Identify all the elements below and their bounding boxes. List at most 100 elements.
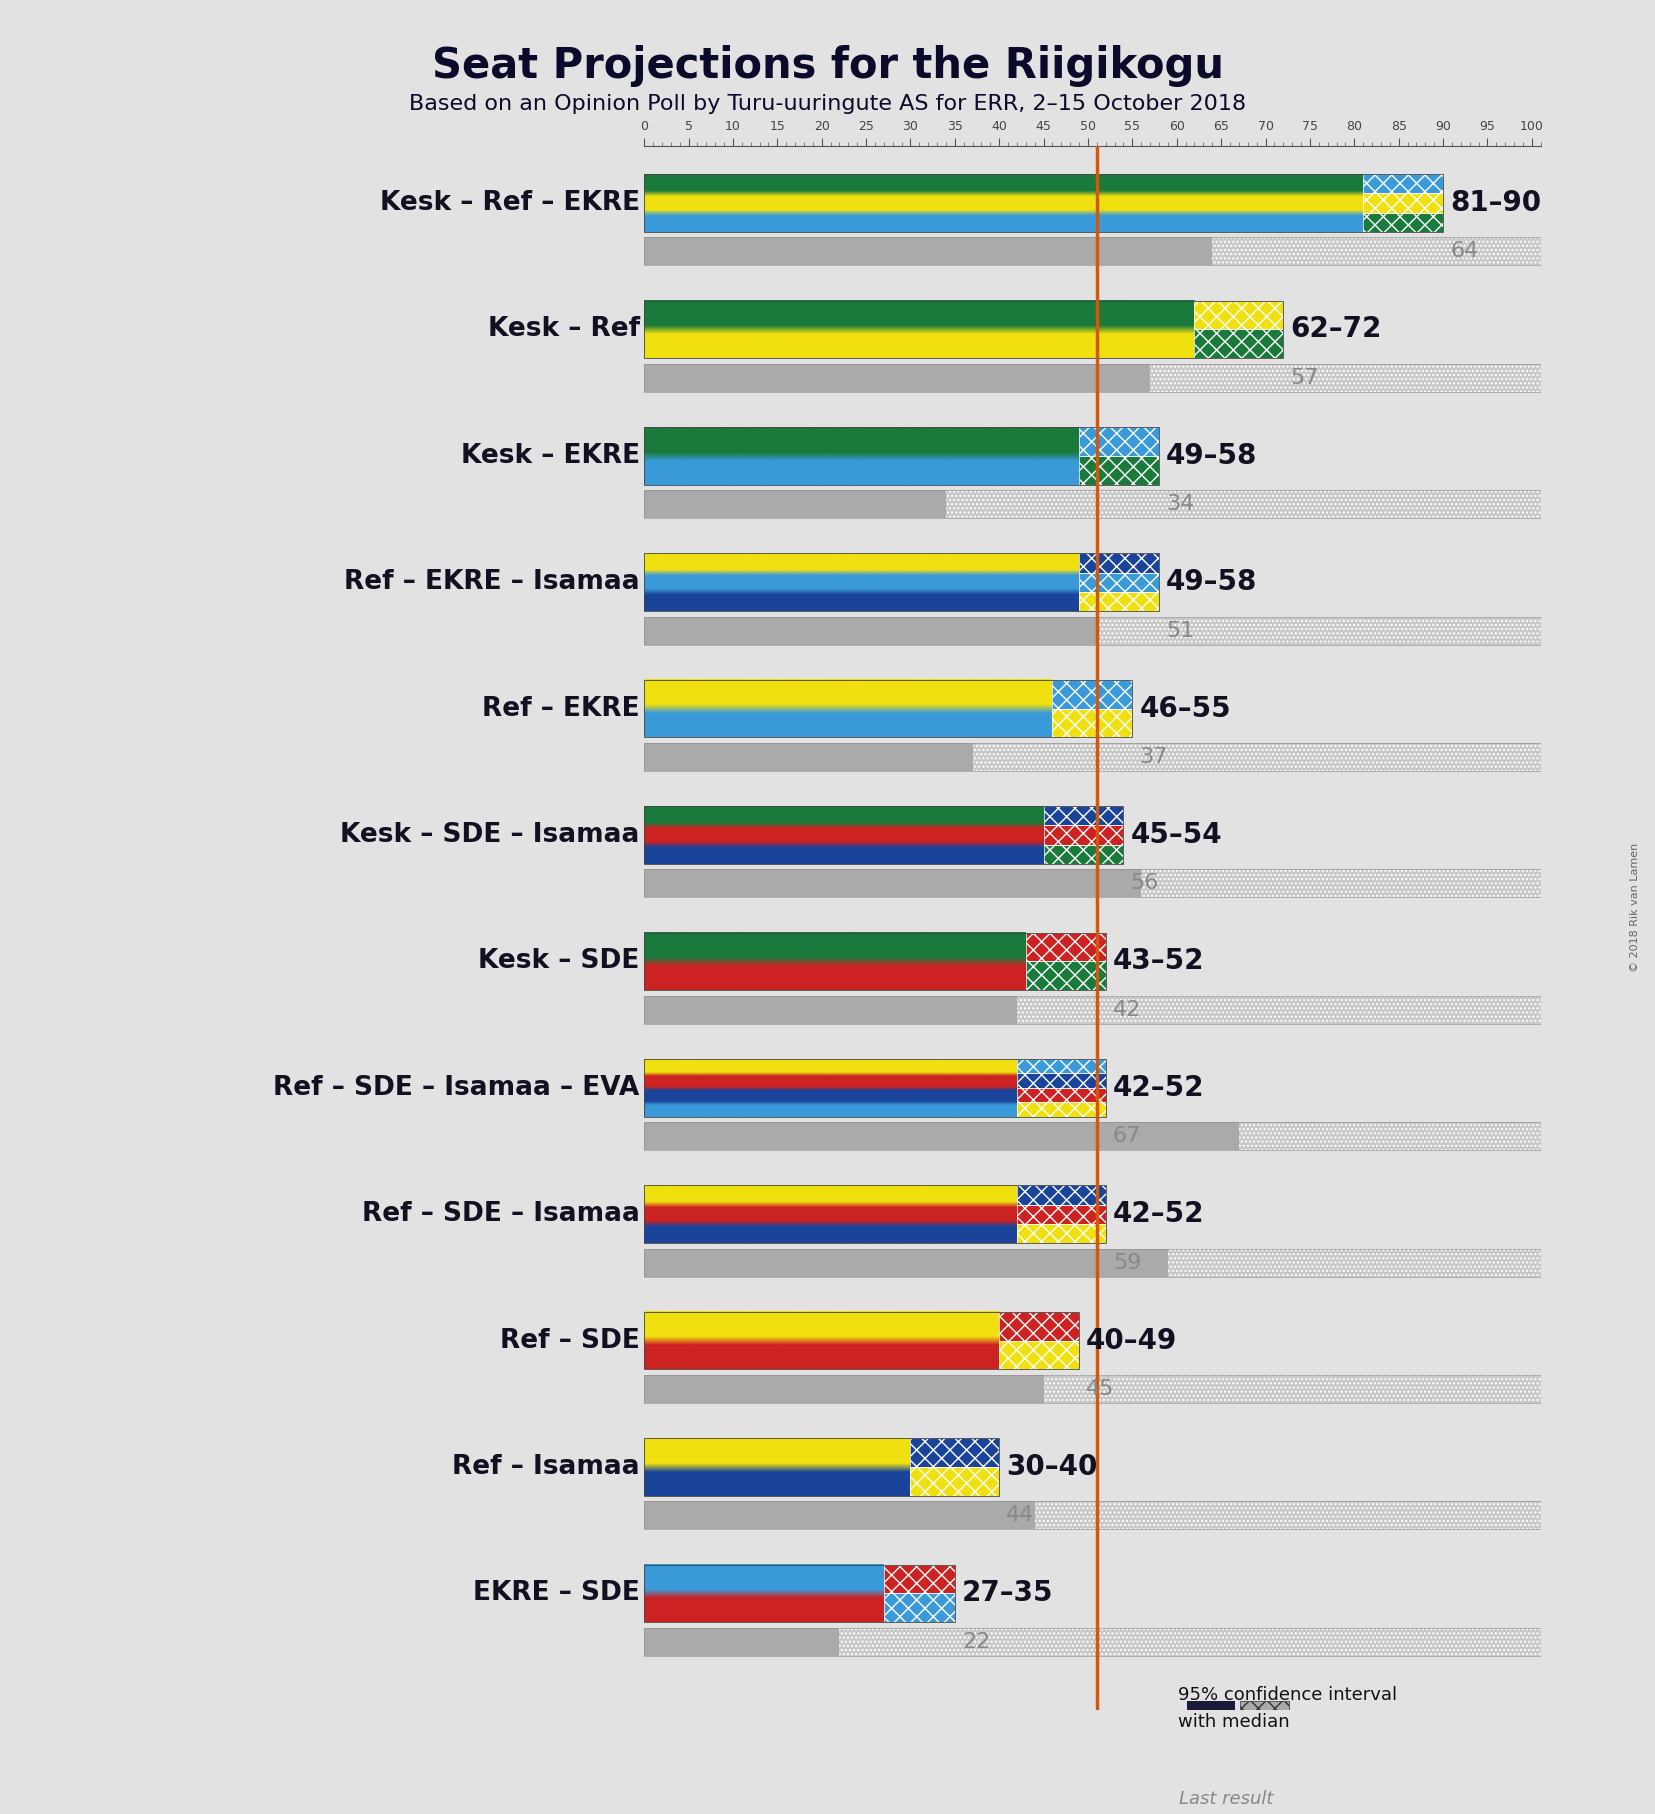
Text: 43–52: 43–52 (1112, 947, 1205, 976)
Bar (1016, 1088, 1106, 1103)
Bar (644, 1627, 839, 1656)
Bar (644, 1059, 1106, 1117)
Bar (644, 1375, 1541, 1402)
Text: 42–52: 42–52 (1112, 1074, 1205, 1101)
Bar (910, 1439, 1000, 1468)
Bar (644, 1248, 1168, 1277)
Text: 62–72: 62–72 (1291, 316, 1382, 343)
Bar (1079, 455, 1158, 484)
Bar (1044, 805, 1124, 825)
Bar (644, 869, 1541, 898)
Text: 56: 56 (1130, 873, 1158, 892)
Bar (644, 490, 1541, 519)
Bar (644, 1185, 1106, 1243)
Bar (644, 1123, 1541, 1150)
Bar (1079, 426, 1158, 455)
Bar (644, 1502, 1541, 1529)
Bar (644, 238, 1541, 265)
Bar (644, 1248, 1541, 1277)
Bar (644, 617, 1541, 644)
Bar (644, 805, 1124, 863)
Bar (1016, 1185, 1106, 1204)
Bar (644, 744, 973, 771)
Bar (1364, 194, 1443, 212)
Bar (1079, 591, 1158, 611)
Bar (910, 1439, 1000, 1468)
Text: 27–35: 27–35 (962, 1580, 1054, 1607)
Bar (1364, 212, 1443, 232)
Bar (1026, 932, 1106, 961)
Bar (1016, 1204, 1106, 1224)
Text: Kesk – Ref – EKRE: Kesk – Ref – EKRE (379, 190, 640, 216)
Text: 45: 45 (1086, 1379, 1114, 1399)
Bar (1016, 1185, 1106, 1204)
Bar (1195, 330, 1283, 359)
Text: 67: 67 (1112, 1126, 1140, 1146)
Text: 81–90: 81–90 (1450, 189, 1541, 218)
Bar (644, 869, 1541, 898)
Bar (644, 365, 1541, 392)
Bar (644, 996, 1541, 1023)
Bar (1195, 301, 1283, 330)
Bar (1016, 1103, 1106, 1117)
Bar (1079, 573, 1158, 591)
Bar (1053, 709, 1132, 738)
Bar (644, 1123, 1541, 1150)
Bar (1016, 1059, 1106, 1074)
Bar (1044, 805, 1124, 825)
Bar (884, 1565, 955, 1593)
Bar (1026, 932, 1106, 961)
Bar (644, 1123, 1240, 1150)
Bar (644, 1627, 1541, 1656)
Bar (1044, 845, 1124, 863)
Bar (644, 744, 1541, 771)
Bar (1079, 426, 1158, 455)
Text: Kesk – SDE – Isamaa: Kesk – SDE – Isamaa (341, 822, 640, 849)
Text: 40–49: 40–49 (1086, 1326, 1177, 1355)
Text: 22: 22 (962, 1633, 990, 1653)
Text: 45–54: 45–54 (1130, 822, 1221, 849)
Bar (644, 301, 1283, 359)
Bar (644, 238, 1211, 265)
Bar (644, 174, 1443, 232)
Bar (644, 238, 1541, 265)
Text: 42–52: 42–52 (1112, 1201, 1205, 1228)
Text: 44: 44 (1006, 1506, 1034, 1526)
Text: Last result: Last result (1180, 1789, 1274, 1807)
Bar (1053, 680, 1132, 709)
Bar (644, 1627, 1541, 1656)
Bar (644, 617, 1097, 644)
Bar (1016, 1059, 1106, 1074)
Bar (644, 490, 947, 519)
Bar (1016, 1103, 1106, 1117)
Bar (884, 1565, 955, 1593)
Bar (1364, 174, 1443, 194)
Text: Seat Projections for the Riigikogu: Seat Projections for the Riigikogu (432, 45, 1223, 87)
Text: Ref – SDE: Ref – SDE (500, 1328, 640, 1353)
Bar (644, 553, 1158, 611)
Bar (644, 996, 1016, 1023)
Bar (644, 932, 1106, 990)
Bar (1026, 961, 1106, 990)
Text: 51: 51 (1167, 620, 1195, 640)
Bar (1044, 845, 1124, 863)
Bar (644, 1502, 1541, 1529)
Bar (1016, 1224, 1106, 1243)
Bar (1044, 825, 1124, 845)
Bar (910, 1468, 1000, 1497)
Bar (644, 996, 1541, 1023)
Bar (1016, 1074, 1106, 1088)
Text: 59: 59 (1112, 1252, 1142, 1273)
Text: Kesk – Ref: Kesk – Ref (488, 316, 640, 343)
Bar (1187, 1758, 1266, 1778)
Text: Ref – EKRE – Isamaa: Ref – EKRE – Isamaa (344, 570, 640, 595)
Bar (884, 1593, 955, 1622)
Bar (1026, 961, 1106, 990)
Bar (1079, 455, 1158, 484)
Bar (1044, 825, 1124, 845)
Bar (1364, 174, 1443, 194)
Bar (644, 1375, 1541, 1402)
Bar (644, 1439, 1000, 1497)
Bar (644, 426, 1158, 484)
Bar (1000, 1341, 1079, 1370)
